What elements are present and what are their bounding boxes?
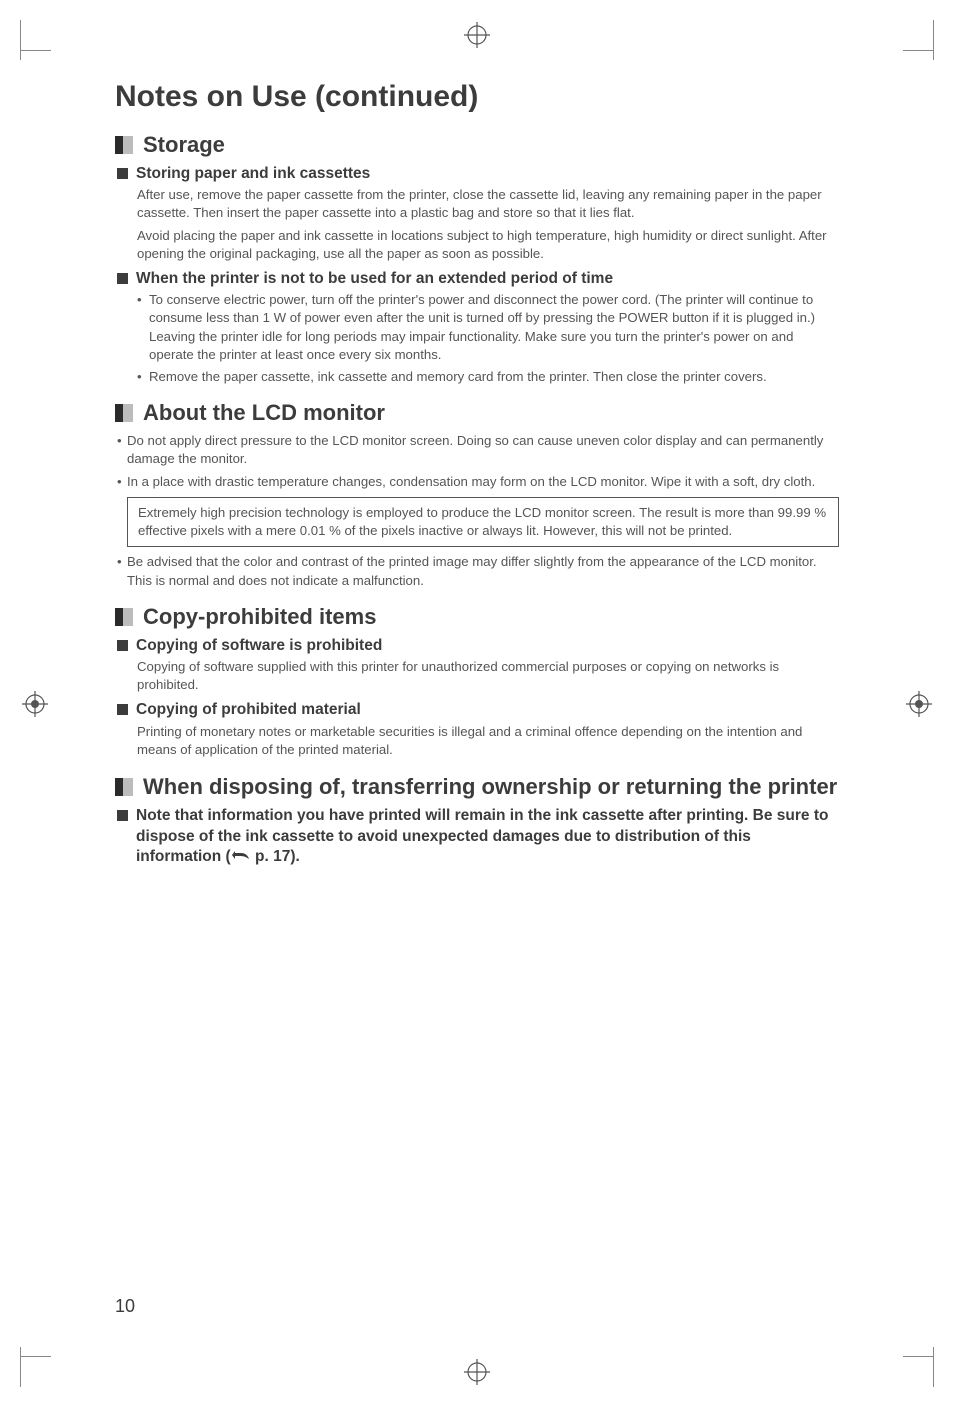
section-heading-disposal: When disposing of, transferring ownershi… xyxy=(115,773,839,801)
crop-mark-bottom-right xyxy=(894,1347,934,1387)
list-item: Be advised that the color and contrast o… xyxy=(117,553,839,589)
section-marker-icon xyxy=(115,608,133,626)
heading-disposal: When disposing of, transferring ownershi… xyxy=(143,773,837,801)
bullet-list: Be advised that the color and contrast o… xyxy=(115,553,839,589)
section-marker-icon xyxy=(115,404,133,422)
list-item: To conserve electric power, turn off the… xyxy=(137,291,839,364)
body-text: Copying of software supplied with this p… xyxy=(115,658,839,694)
section-marker-icon xyxy=(115,778,133,796)
subheading-storing-cassettes: Storing paper and ink cassettes xyxy=(115,164,839,184)
page-number: 10 xyxy=(115,1296,135,1317)
section-heading-lcd: About the LCD monitor xyxy=(115,400,839,426)
bullet-list: Do not apply direct pressure to the LCD … xyxy=(115,432,839,491)
section-heading-storage: Storage xyxy=(115,132,839,158)
section-heading-copy: Copy-prohibited items xyxy=(115,604,839,630)
body-text: Avoid placing the paper and ink cassette… xyxy=(115,227,839,263)
subheading-text: When the printer is not to be used for a… xyxy=(136,269,613,289)
bullet-square-icon xyxy=(117,704,128,715)
subheading-copy-material: Copying of prohibited material xyxy=(115,700,839,720)
registration-mark-right xyxy=(906,691,932,717)
note-text-part-b: p. 17). xyxy=(251,848,300,865)
page-title: Notes on Use (continued) xyxy=(115,80,839,114)
subheading-text: Copying of prohibited material xyxy=(136,700,361,720)
heading-copy: Copy-prohibited items xyxy=(143,604,376,630)
heading-storage: Storage xyxy=(143,132,225,158)
page-content: Notes on Use (continued) Storage Storing… xyxy=(115,80,839,1317)
subheading-extended-period: When the printer is not to be used for a… xyxy=(115,269,839,289)
heading-lcd: About the LCD monitor xyxy=(143,400,385,426)
bullet-square-icon xyxy=(117,168,128,179)
crop-mark-bottom-left xyxy=(20,1347,60,1387)
subheading-text: Storing paper and ink cassettes xyxy=(136,164,370,184)
section-marker-icon xyxy=(115,136,133,154)
subheading-text: Note that information you have printed w… xyxy=(136,806,839,866)
subheading-text: Copying of software is prohibited xyxy=(136,636,382,656)
note-box: Extremely high precision technology is e… xyxy=(127,497,839,547)
body-text: After use, remove the paper cassette fro… xyxy=(115,186,839,222)
registration-mark-left xyxy=(22,691,48,717)
list-item: In a place with drastic temperature chan… xyxy=(117,473,839,491)
bullet-square-icon xyxy=(117,640,128,651)
crop-mark-top-right xyxy=(894,20,934,60)
registration-mark-top xyxy=(464,22,490,48)
list-item: Remove the paper cassette, ink cassette … xyxy=(137,368,839,386)
crop-mark-top-left xyxy=(20,20,60,60)
body-text: Printing of monetary notes or marketable… xyxy=(115,723,839,759)
bullet-square-icon xyxy=(117,273,128,284)
subheading-disposal-note: Note that information you have printed w… xyxy=(115,806,839,866)
list-item: Do not apply direct pressure to the LCD … xyxy=(117,432,839,468)
page-reference-icon xyxy=(231,849,251,861)
bullet-list: To conserve electric power, turn off the… xyxy=(115,291,839,386)
subheading-copy-software: Copying of software is prohibited xyxy=(115,636,839,656)
bullet-square-icon xyxy=(117,810,128,821)
registration-mark-bottom xyxy=(464,1359,490,1385)
